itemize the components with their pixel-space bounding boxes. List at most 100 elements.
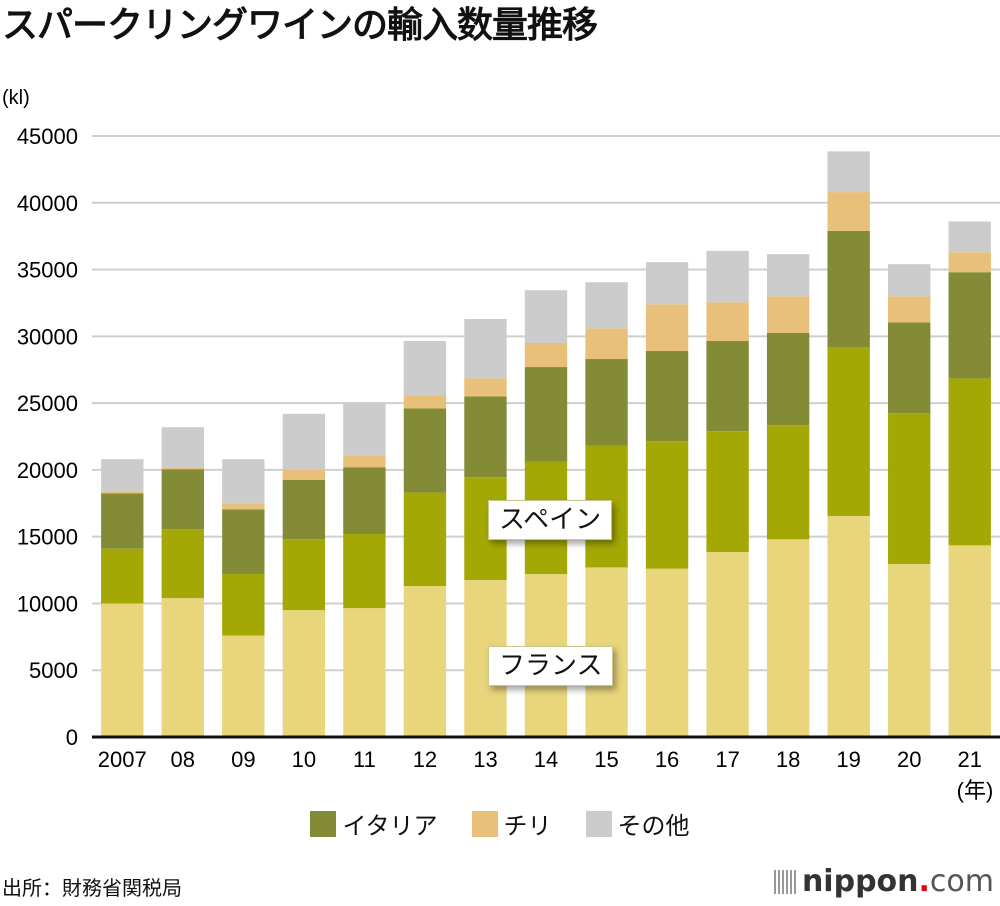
y-axis-label: (kl) [2, 87, 30, 109]
bar-segment [888, 322, 931, 414]
bar-segment [161, 467, 204, 470]
bar-segment [222, 635, 265, 737]
bar-segment [464, 318, 507, 379]
bar-segment [282, 539, 326, 611]
bar-segment [524, 367, 568, 462]
y-tick-label: 0 [66, 725, 78, 750]
x-tick-label: 15 [594, 747, 618, 772]
bar-segment [706, 341, 749, 432]
bar-segment [706, 250, 749, 303]
bar-segment [645, 568, 689, 737]
bar-segment [524, 290, 568, 344]
bar-segment [464, 378, 507, 397]
x-tick-label: 19 [836, 747, 860, 772]
bar-segment [343, 402, 386, 456]
legend-label-italy: イタリア [342, 812, 438, 840]
x-tick-label: 13 [473, 747, 497, 772]
legend-swatch-other [585, 810, 612, 837]
x-tick-label: 12 [413, 747, 437, 772]
bar-segment [101, 603, 144, 737]
bar-segment [645, 262, 689, 305]
bar-segment [585, 328, 628, 360]
annotation-france: フランス [488, 646, 614, 686]
bar-segment [343, 467, 386, 534]
source-note: 出所：財務省関税局 [2, 876, 182, 900]
legend-label-other: その他 [617, 812, 690, 840]
bar-segment [766, 332, 810, 426]
x-tick-label: 20 [897, 747, 921, 772]
y-tick-label: 5000 [29, 658, 78, 683]
bar-segment [222, 459, 265, 504]
y-tick-label: 35000 [17, 258, 78, 283]
x-tick-label: 08 [171, 747, 195, 772]
bar-segment [585, 282, 628, 329]
chart-title: スパークリングワインの輸入数量推移 [2, 5, 598, 46]
bar-segment [101, 459, 144, 492]
x-tick-label: 2007 [98, 747, 147, 772]
x-tick-label: 10 [292, 747, 316, 772]
x-tick-label: 11 [353, 747, 376, 772]
legend-item-italy: イタリア [310, 806, 438, 841]
bar-segment [222, 574, 265, 636]
bar-segment [766, 539, 810, 737]
bar-segment [101, 493, 144, 549]
x-tick-label: 09 [231, 747, 255, 772]
bar-segment [827, 515, 870, 737]
bar-segment [464, 396, 507, 478]
bar-segment [101, 548, 144, 604]
bar-segment [766, 296, 810, 333]
bar-segment [827, 192, 870, 231]
y-tick-label: 10000 [17, 591, 78, 616]
legend-swatch-italy [310, 810, 337, 837]
y-tick-label: 25000 [17, 391, 78, 416]
y-tick-label: 45000 [17, 124, 78, 149]
bar-segment [343, 533, 386, 609]
x-axis-label: (年) [957, 778, 994, 803]
bar-segment [706, 431, 749, 553]
x-tick-label: 17 [715, 747, 739, 772]
x-tick-label: 16 [655, 747, 679, 772]
bar-segment [343, 455, 386, 468]
bar-segment [282, 413, 326, 470]
bar-segment [888, 413, 931, 565]
bar-segment [524, 343, 568, 368]
bar-segment [645, 441, 689, 569]
legend: イタリア チリ その他 [0, 806, 1000, 841]
bar-segment [948, 272, 991, 379]
bar-segment [403, 341, 447, 396]
legend-item-other: その他 [585, 806, 690, 841]
bar-segment [161, 427, 204, 468]
bar-segment [948, 221, 991, 253]
bar-segment [161, 598, 204, 737]
bar-segment [706, 552, 749, 737]
bar-segment [766, 254, 810, 297]
bar-segment [161, 469, 204, 530]
bar-segment [282, 479, 326, 540]
bar-segment [948, 545, 991, 737]
bar-segment [827, 151, 870, 193]
annotation-spain: スペイン [488, 500, 613, 540]
bar-segment [948, 378, 991, 546]
y-tick-label: 30000 [17, 324, 78, 349]
bar-segment [645, 351, 689, 442]
bar-segment [343, 608, 386, 737]
bar-segment [706, 302, 749, 342]
bar-segment [403, 408, 447, 493]
bar-segment [585, 359, 628, 446]
legend-swatch-chile [471, 810, 498, 837]
logo-bars-icon [773, 870, 796, 894]
axes: (kl) 0 5000 10000 15000 20000 25000 30000 35000 4… [2, 87, 1000, 803]
bar-segment [827, 230, 870, 348]
y-tick-label: 20000 [17, 458, 78, 483]
bar-segment [403, 586, 447, 737]
bar-segment [282, 610, 326, 737]
bar-segment [222, 509, 265, 575]
bar-segment [101, 491, 144, 494]
x-tick-label: 21 [957, 747, 981, 772]
nippon-logo: nippon.com [773, 864, 994, 899]
bar-segment [948, 252, 991, 273]
x-tick-label: 14 [534, 747, 558, 772]
bars [101, 151, 991, 737]
legend-label-chile: チリ [503, 812, 552, 840]
